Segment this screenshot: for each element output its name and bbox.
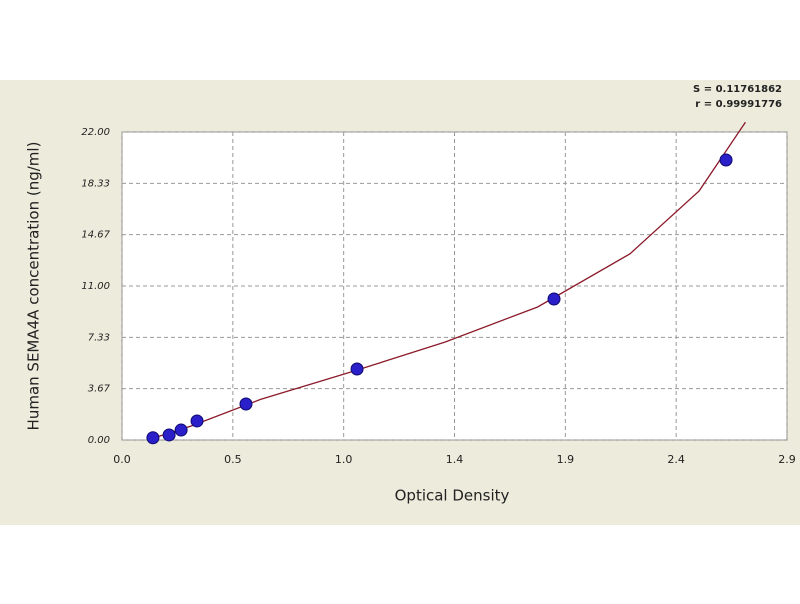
y-tick-label: 14.67 (81, 230, 110, 241)
data-point (190, 414, 204, 428)
fit-curve (147, 121, 746, 441)
x-tick-label: 2.9 (778, 453, 796, 466)
data-point (350, 362, 364, 376)
data-point (547, 292, 561, 306)
y-tick-label: 11.00 (81, 281, 110, 292)
data-point (162, 428, 176, 442)
data-point (239, 397, 253, 411)
annotation: S = 0.11761862 (693, 84, 782, 95)
x-tick-label: 0.0 (113, 453, 131, 466)
x-tick-label: 2.4 (667, 453, 685, 466)
data-point (174, 423, 188, 437)
data-point (146, 431, 160, 445)
annotation: r = 0.99991776 (695, 99, 782, 110)
y-tick-label: 7.33 (88, 332, 110, 343)
y-tick-label: 0.00 (88, 435, 110, 446)
y-tick-label: 18.33 (81, 178, 110, 189)
x-tick-label: 1.4 (446, 453, 464, 466)
y-axis-label: Human SEMA4A concentration (ng/ml) (25, 142, 43, 431)
y-tick-label: 22.00 (81, 127, 110, 138)
x-axis-label: Optical Density (395, 487, 510, 505)
x-tick-label: 1.9 (557, 453, 575, 466)
y-tick-label: 3.67 (88, 384, 111, 395)
x-tick-label: 0.5 (224, 453, 242, 466)
x-tick-label: 1.0 (335, 453, 353, 466)
data-point (719, 153, 733, 167)
